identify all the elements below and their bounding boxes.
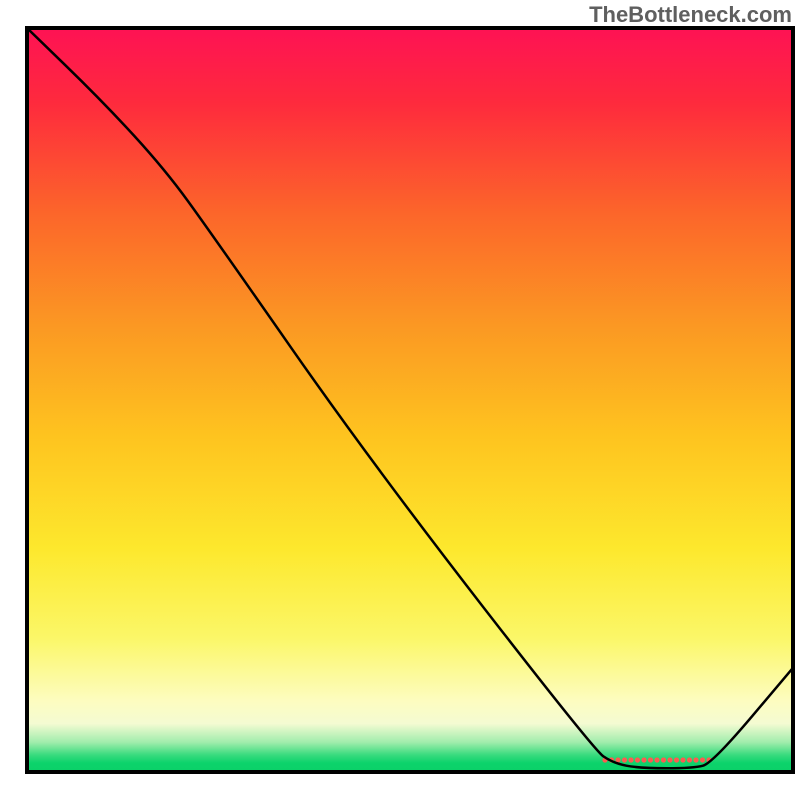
label-dotted-band bbox=[602, 757, 711, 762]
label-dot bbox=[674, 757, 679, 762]
label-dot bbox=[654, 757, 659, 762]
label-dot bbox=[641, 757, 646, 762]
label-dot bbox=[635, 757, 640, 762]
bottleneck-chart bbox=[0, 0, 800, 800]
label-dot bbox=[667, 757, 672, 762]
label-dot bbox=[661, 757, 666, 762]
label-dot bbox=[693, 757, 698, 762]
label-dot bbox=[687, 757, 692, 762]
gradient-background bbox=[27, 28, 793, 772]
label-dot bbox=[622, 757, 627, 762]
label-dot bbox=[680, 757, 685, 762]
label-dot bbox=[628, 757, 633, 762]
label-dot bbox=[700, 757, 705, 762]
label-dot bbox=[648, 757, 653, 762]
